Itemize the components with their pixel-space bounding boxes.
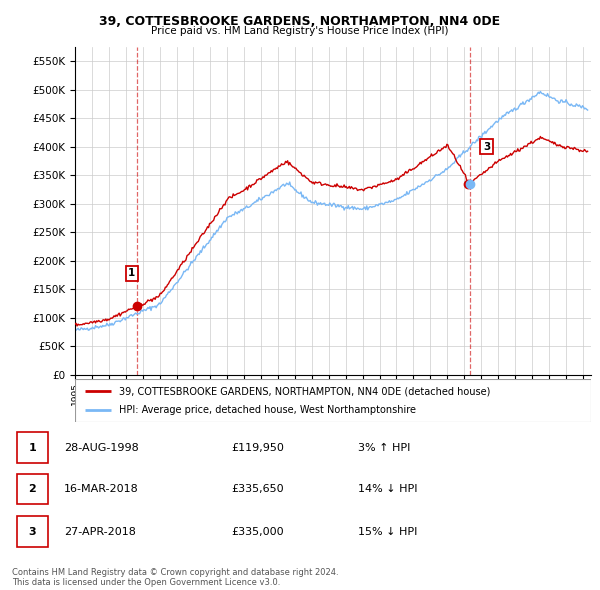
Text: 3: 3 xyxy=(483,142,490,152)
Text: 2: 2 xyxy=(28,484,36,494)
Text: £119,950: £119,950 xyxy=(231,443,284,453)
Text: HPI: Average price, detached house, West Northamptonshire: HPI: Average price, detached house, West… xyxy=(119,405,416,415)
Text: 1: 1 xyxy=(28,443,36,453)
Text: Contains HM Land Registry data © Crown copyright and database right 2024.
This d: Contains HM Land Registry data © Crown c… xyxy=(12,568,338,587)
Text: 27-APR-2018: 27-APR-2018 xyxy=(64,527,136,536)
Text: £335,000: £335,000 xyxy=(231,527,284,536)
Text: 15% ↓ HPI: 15% ↓ HPI xyxy=(358,527,417,536)
FancyBboxPatch shape xyxy=(17,516,48,547)
Text: 16-MAR-2018: 16-MAR-2018 xyxy=(64,484,139,494)
Text: 39, COTTESBROOKE GARDENS, NORTHAMPTON, NN4 0DE: 39, COTTESBROOKE GARDENS, NORTHAMPTON, N… xyxy=(100,15,500,28)
FancyBboxPatch shape xyxy=(17,474,48,504)
Text: 1: 1 xyxy=(128,268,136,278)
FancyBboxPatch shape xyxy=(17,432,48,463)
Text: £335,650: £335,650 xyxy=(231,484,284,494)
Text: Price paid vs. HM Land Registry's House Price Index (HPI): Price paid vs. HM Land Registry's House … xyxy=(151,26,449,36)
Text: 14% ↓ HPI: 14% ↓ HPI xyxy=(358,484,417,494)
Text: 3% ↑ HPI: 3% ↑ HPI xyxy=(358,443,410,453)
Text: 39, COTTESBROOKE GARDENS, NORTHAMPTON, NN4 0DE (detached house): 39, COTTESBROOKE GARDENS, NORTHAMPTON, N… xyxy=(119,386,490,396)
FancyBboxPatch shape xyxy=(75,379,591,422)
Text: 3: 3 xyxy=(28,527,36,536)
Text: 28-AUG-1998: 28-AUG-1998 xyxy=(64,443,139,453)
